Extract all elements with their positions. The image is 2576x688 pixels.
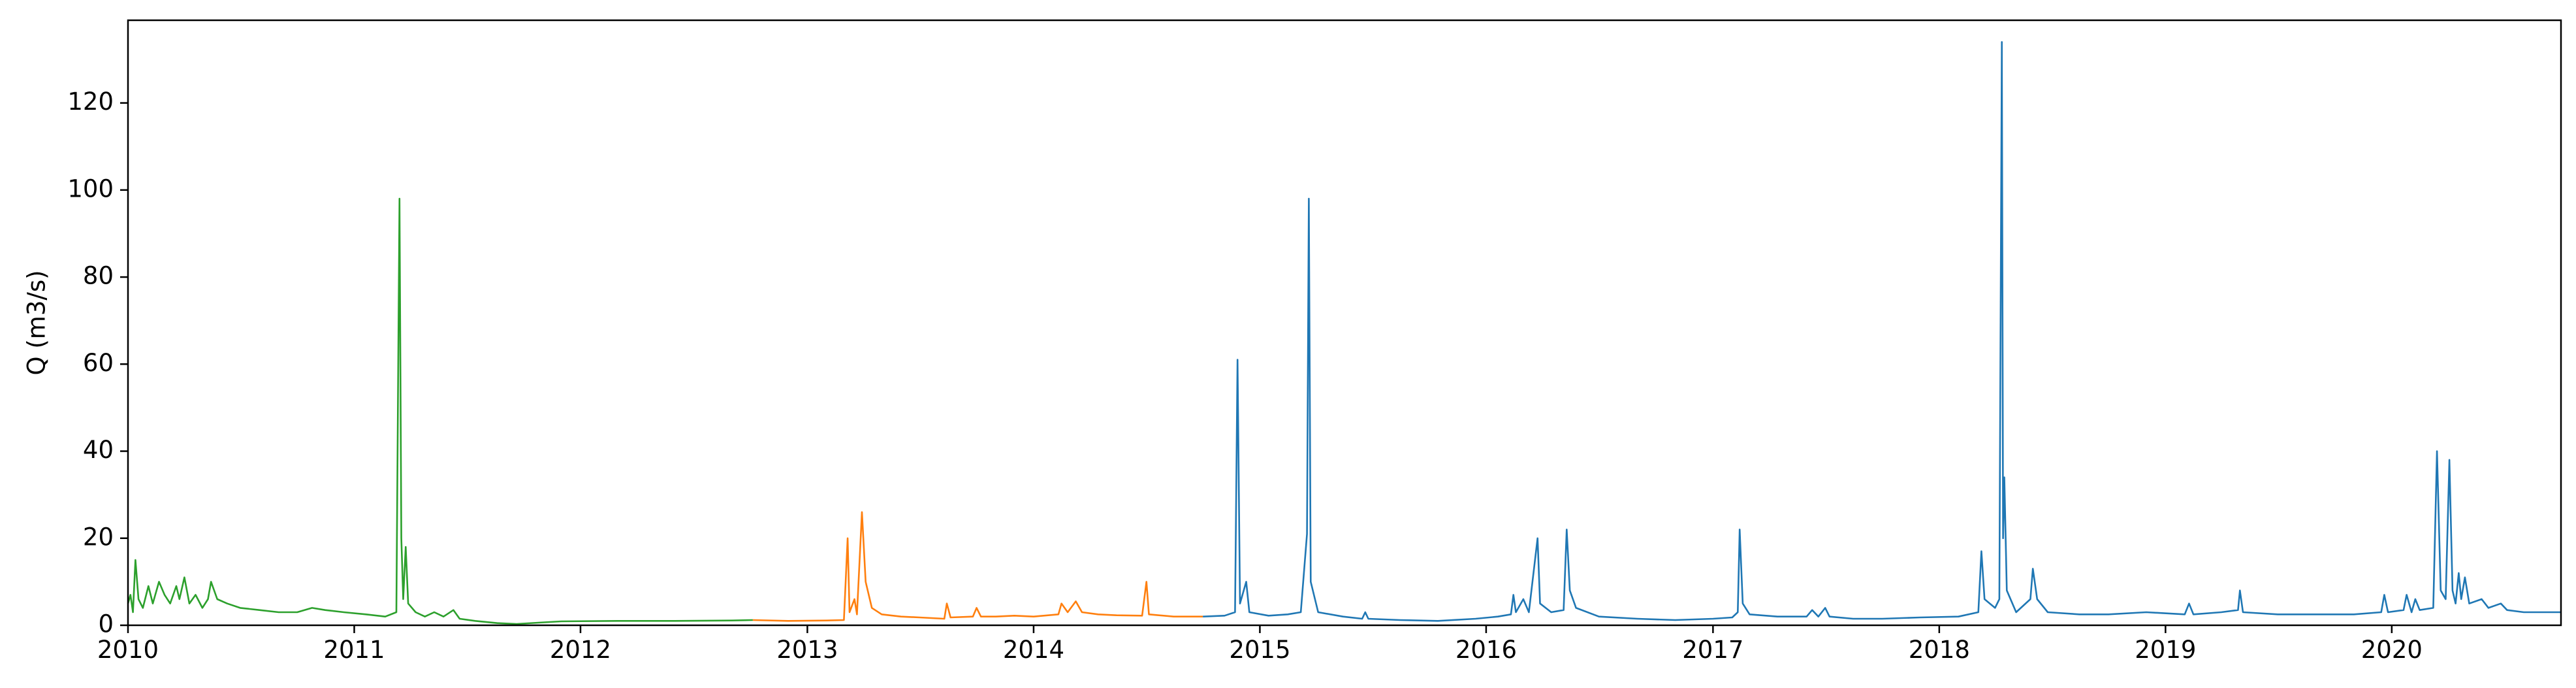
x-tick-label: 2011 — [323, 636, 385, 664]
x-tick-label: 2014 — [1003, 636, 1064, 664]
x-tick-label: 2017 — [1682, 636, 1743, 664]
x-tick-label: 2019 — [2135, 636, 2196, 664]
y-tick-label: 80 — [83, 262, 114, 290]
series-layer — [127, 41, 2561, 625]
y-axis-label: Q (m3/s) — [23, 270, 51, 375]
x-tick-label: 2012 — [550, 636, 611, 664]
x-tick-label: 2015 — [1229, 636, 1290, 664]
series-line-2 — [752, 511, 1203, 622]
y-tick-label: 20 — [83, 523, 114, 551]
x-tick-label: 2010 — [97, 636, 159, 664]
x-tick-label: 2018 — [1909, 636, 1970, 664]
y-tick-label: 0 — [98, 610, 114, 638]
y-axis: 0 20 40 60 80 100 120 — [67, 88, 128, 638]
y-tick-label: 120 — [67, 88, 114, 116]
y-tick-label: 40 — [83, 436, 114, 464]
plot-area-frame — [127, 19, 2562, 627]
y-tick-label: 60 — [83, 349, 114, 377]
x-axis: 2010 2011 2012 2013 2014 2015 2016 2017 2018 2019… — [97, 625, 2423, 664]
series-line-1 — [127, 197, 753, 625]
series-line-3 — [1203, 41, 2561, 622]
x-tick-label: 2020 — [2361, 636, 2423, 664]
x-tick-label: 2013 — [776, 636, 838, 664]
x-tick-label: 2016 — [1455, 636, 1517, 664]
y-tick-label: 100 — [67, 174, 114, 203]
